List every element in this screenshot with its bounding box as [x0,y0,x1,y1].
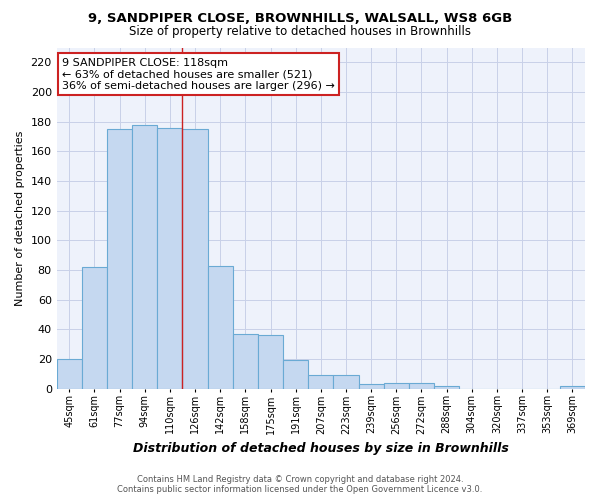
Bar [308,376,334,388]
Bar [283,360,308,388]
Text: Size of property relative to detached houses in Brownhills: Size of property relative to detached ho… [129,25,471,38]
Bar [82,267,107,388]
Bar [208,266,233,388]
Bar [409,382,434,388]
Bar [384,382,409,388]
Bar [359,384,384,388]
Bar [434,386,459,388]
Bar [334,376,359,388]
Bar [56,359,82,388]
Bar [157,128,182,388]
Bar [182,129,208,388]
Bar [107,129,132,388]
Bar [132,124,157,388]
Bar [233,334,258,388]
Y-axis label: Number of detached properties: Number of detached properties [15,130,25,306]
Text: 9 SANDPIPER CLOSE: 118sqm
← 63% of detached houses are smaller (521)
36% of semi: 9 SANDPIPER CLOSE: 118sqm ← 63% of detac… [62,58,335,91]
X-axis label: Distribution of detached houses by size in Brownhills: Distribution of detached houses by size … [133,442,509,455]
Text: 9, SANDPIPER CLOSE, BROWNHILLS, WALSALL, WS8 6GB: 9, SANDPIPER CLOSE, BROWNHILLS, WALSALL,… [88,12,512,26]
Bar [258,335,283,388]
Bar [560,386,585,388]
Text: Contains HM Land Registry data © Crown copyright and database right 2024.
Contai: Contains HM Land Registry data © Crown c… [118,474,482,494]
